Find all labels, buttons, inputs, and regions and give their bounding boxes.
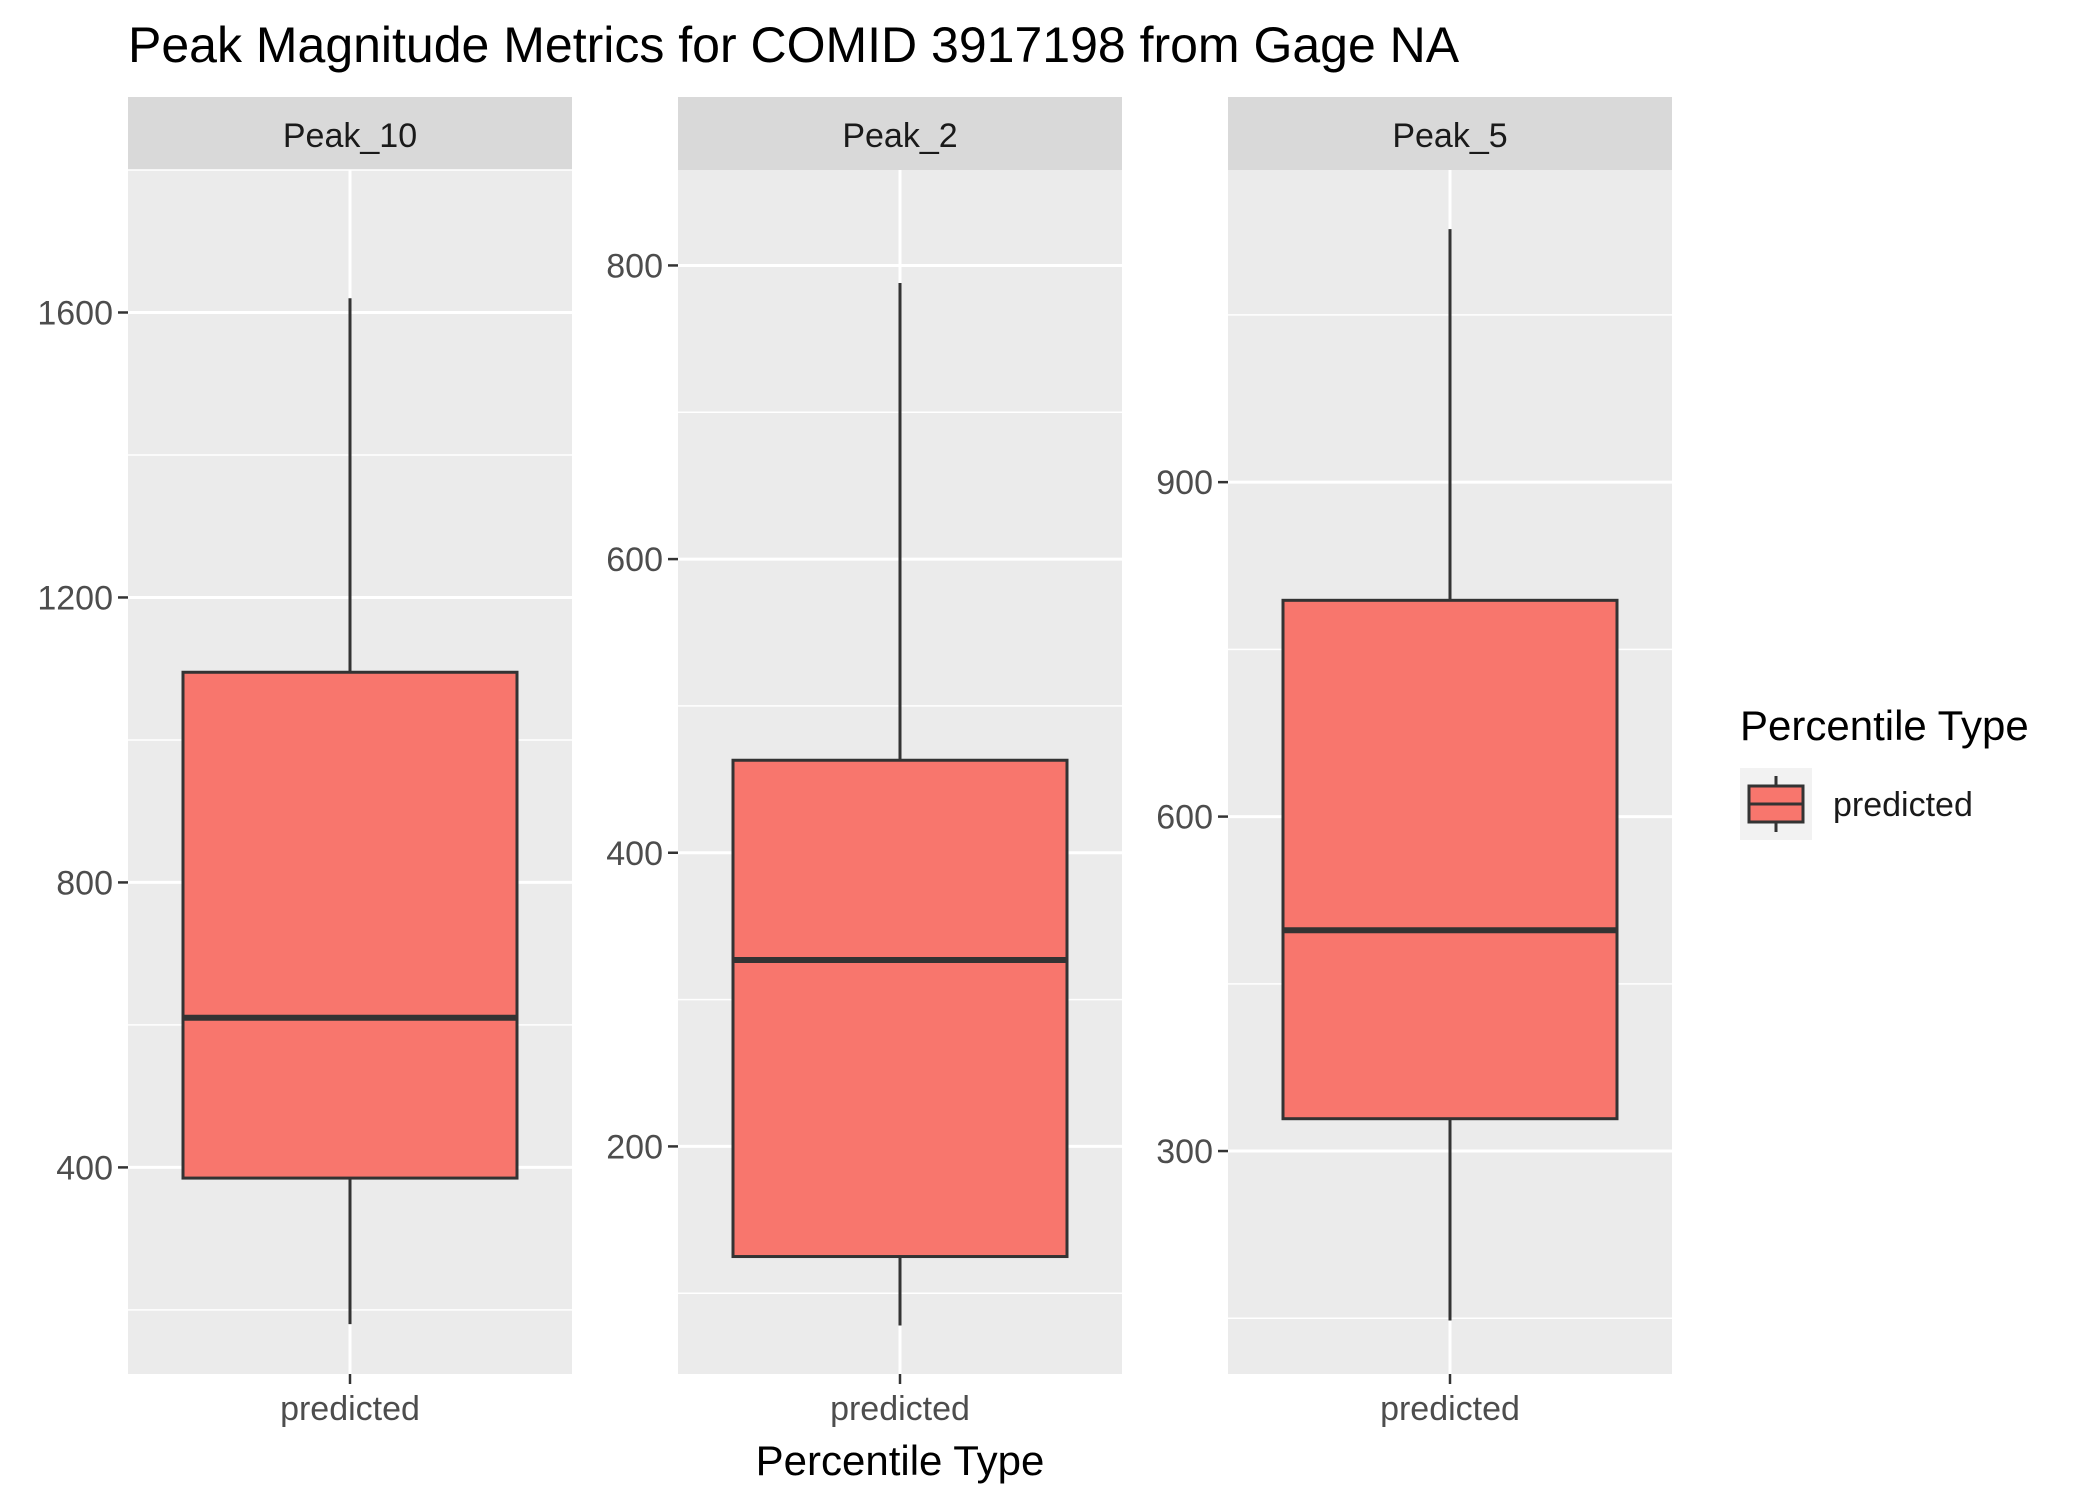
y-tick-label: 900	[1156, 464, 1213, 502]
y-tick-label: 1600	[37, 294, 113, 332]
facet-panels: Peak_10 400 800 1200 1600 predicted Peak_2 200 4…	[37, 97, 1672, 1428]
y-tick-label: 600	[1156, 799, 1213, 837]
iqr-box	[1281, 598, 1619, 1121]
facet-strip-label: Peak_2	[842, 117, 957, 155]
facet-panel-peak-5: Peak_5 300 600 900 predicted	[1156, 97, 1672, 1428]
facet-strip-label: Peak_5	[1392, 117, 1507, 155]
y-tick-label: 300	[1156, 1133, 1213, 1171]
iqr-box	[181, 670, 519, 1180]
chart-title: Peak Magnitude Metrics for COMID 3917198…	[128, 17, 1460, 73]
y-tick-label: 400	[606, 835, 663, 873]
x-axis-title: Percentile Type	[756, 1437, 1045, 1484]
facet-panel-peak-2: Peak_2 200 400 600 800 predicted	[606, 97, 1122, 1428]
y-tick-label: 1200	[37, 579, 113, 617]
facet-strip	[128, 97, 572, 170]
y-tick-label: 400	[56, 1149, 113, 1187]
legend-title: Percentile Type	[1740, 702, 2029, 749]
facet-strip	[678, 97, 1122, 170]
x-tick-label: predicted	[1380, 1390, 1520, 1428]
iqr-box	[731, 758, 1069, 1259]
y-tick-label: 800	[606, 247, 663, 285]
y-tick-label: 800	[56, 864, 113, 902]
facet-strip	[1228, 97, 1672, 170]
legend: Percentile Type predicted	[1740, 702, 2029, 840]
x-tick-label: predicted	[280, 1390, 420, 1428]
legend-entry-label: predicted	[1833, 786, 1973, 824]
y-tick-label: 200	[606, 1128, 663, 1166]
x-tick-label: predicted	[830, 1390, 970, 1428]
facet-panel-peak-10: Peak_10 400 800 1200 1600 predicted	[37, 97, 572, 1428]
facet-strip-label: Peak_10	[283, 117, 417, 155]
y-tick-label: 600	[606, 541, 663, 579]
